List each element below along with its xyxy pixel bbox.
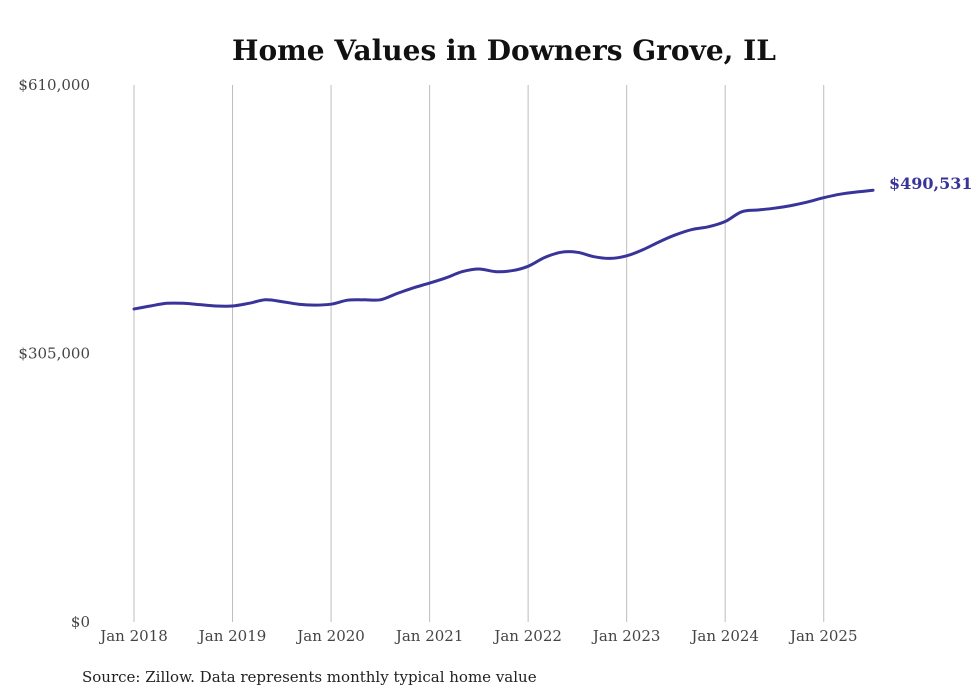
y-tick-label: $610,000 bbox=[18, 76, 90, 94]
grid-layer bbox=[133, 85, 825, 622]
x-tick-label: Jan 2020 bbox=[295, 627, 365, 645]
series-line-0 bbox=[132, 188, 875, 311]
y-tick-label: $0 bbox=[71, 613, 90, 631]
x-tick-label: Jan 2023 bbox=[591, 627, 661, 645]
x-tick-label: Jan 2021 bbox=[394, 627, 464, 645]
y-axis: $0 $305,000 $610,000 bbox=[18, 76, 90, 631]
x-tick-label: Jan 2019 bbox=[197, 627, 267, 645]
x-tick-label: Jan 2024 bbox=[689, 627, 759, 645]
series-layer bbox=[132, 188, 875, 311]
source-note: Source: Zillow. Data represents monthly … bbox=[82, 668, 537, 686]
x-tick-label: Jan 2018 bbox=[98, 627, 168, 645]
x-axis: Jan 2018 Jan 2019 Jan 2020 Jan 2021 Jan 2022… bbox=[98, 627, 857, 645]
y-tick-label: $305,000 bbox=[18, 345, 90, 363]
x-tick-label: Jan 2022 bbox=[492, 627, 562, 645]
end-value-label: $490,531 bbox=[889, 174, 973, 193]
chart-title: Home Values in Downers Grove, IL bbox=[232, 34, 776, 67]
x-tick-label: Jan 2025 bbox=[788, 627, 858, 645]
